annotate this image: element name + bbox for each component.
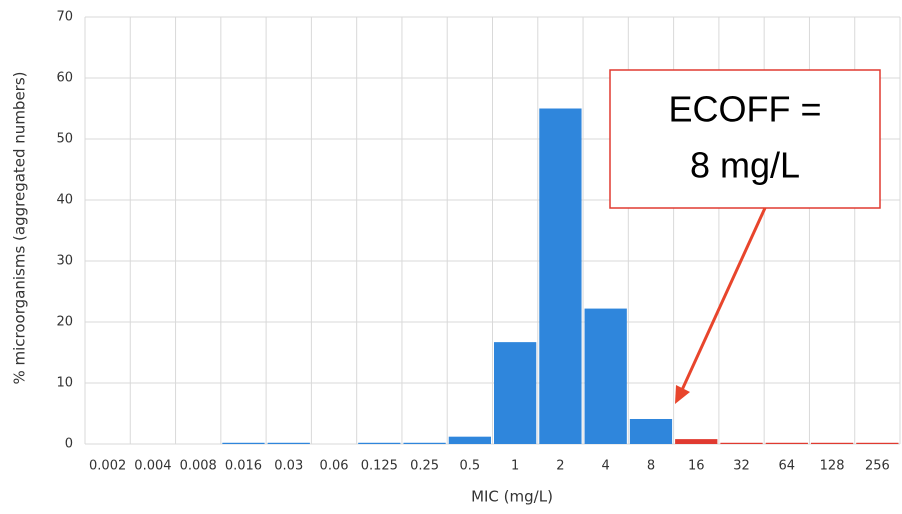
- x-tick-label: 2: [556, 459, 564, 474]
- bar: [222, 442, 265, 444]
- bar: [267, 442, 310, 444]
- x-tick-label: 64: [779, 459, 796, 474]
- y-tick-label: 0: [65, 437, 73, 452]
- y-tick-label: 10: [56, 376, 73, 391]
- y-tick-label: 30: [56, 254, 73, 269]
- x-tick-label: 128: [820, 459, 845, 474]
- x-tick-label: 0.125: [361, 459, 398, 474]
- x-tick-label: 32: [733, 459, 750, 474]
- bar: [448, 436, 491, 444]
- bar: [494, 342, 537, 444]
- x-tick-label: 0.004: [134, 459, 171, 474]
- x-tick-label: 0.25: [410, 459, 439, 474]
- bar: [675, 439, 718, 444]
- y-tick-label: 60: [56, 71, 73, 86]
- bar: [403, 442, 446, 444]
- x-tick-label: 0.06: [320, 459, 349, 474]
- x-tick-label: 8: [647, 459, 655, 474]
- annotation-text: 8 mg/L: [690, 145, 800, 186]
- x-tick-label: 16: [688, 459, 705, 474]
- annotation-box: [609, 69, 881, 209]
- bar: [810, 442, 854, 444]
- bar: [765, 442, 808, 444]
- bar: [629, 418, 673, 444]
- bar: [720, 442, 763, 444]
- x-tick-label: 256: [865, 459, 890, 474]
- x-tick-label: 0.03: [274, 459, 303, 474]
- bar: [358, 442, 401, 444]
- y-tick-label: 70: [56, 10, 73, 25]
- bar: [539, 108, 582, 444]
- x-tick-label: 0.5: [460, 459, 481, 474]
- x-tick-label: 0.002: [89, 459, 126, 474]
- y-axis-title: % microorganisms (aggregated numbers): [11, 71, 29, 384]
- bar: [856, 442, 899, 444]
- bar: [584, 308, 627, 444]
- x-tick-label: 1: [511, 459, 519, 474]
- annotation-text: ECOFF =: [668, 89, 821, 130]
- annotation-arrow: [680, 207, 767, 391]
- x-tick-label: 0.016: [225, 459, 262, 474]
- y-tick-label: 40: [56, 193, 73, 208]
- y-tick-label: 20: [56, 315, 73, 330]
- x-tick-label: 4: [602, 459, 610, 474]
- x-tick-label: 0.008: [180, 459, 217, 474]
- y-tick-label: 50: [56, 132, 73, 147]
- x-axis-title: MIC (mg/L): [471, 488, 553, 506]
- annotation-arrowhead: [675, 385, 690, 404]
